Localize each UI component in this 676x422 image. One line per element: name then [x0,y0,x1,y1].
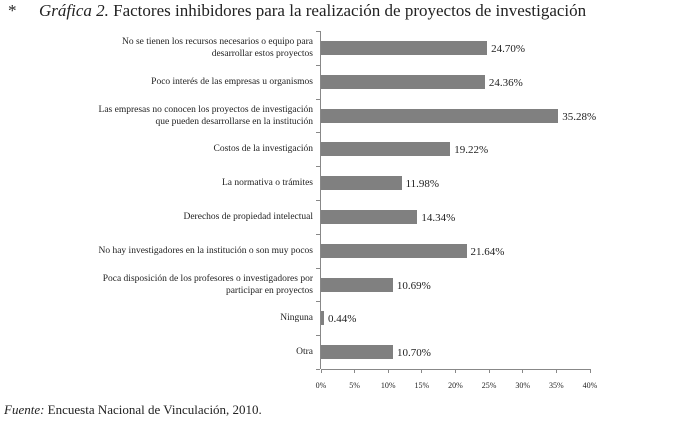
value-label: 0.44% [327,313,357,326]
y-tick [316,335,320,337]
y-tick [316,267,320,269]
x-tick [320,369,322,373]
y-tick-label: No se tienen los recursos necesarios o e… [122,36,313,59]
x-tick [555,369,557,373]
y-tick [316,166,320,168]
bar [321,108,559,123]
y-tick [316,132,320,134]
x-tick [488,369,490,373]
value-label: 10.70% [396,347,431,360]
value-label: 19.22% [454,144,489,157]
x-tick-label: 15% [414,381,430,390]
value-label: 24.36% [488,76,523,89]
source-label: Fuente: [4,402,45,417]
bar [321,345,393,360]
bar [321,40,488,55]
x-tick-label: 0% [315,381,327,390]
x-tick-label: 5% [349,381,360,390]
y-tick [316,301,320,303]
y-tick-label: Ninguna [280,313,313,324]
y-tick-label: La normativa o trámites [221,178,313,189]
y-tick [316,233,320,235]
bar [321,311,324,326]
value-label: 35.28% [562,110,597,123]
y-tick-label: Otra [296,347,313,358]
x-tick [455,369,456,373]
y-tick-label: Poca disposición de los profesores o inv… [102,273,313,296]
y-tick [316,200,320,201]
y-tick-label: Poco interés de las empresas u organismo… [151,76,313,87]
bar [321,176,402,191]
y-tick [316,98,320,100]
title-row: * Gráfica 2. Factores inhibidores para l… [8,1,586,21]
x-tick [354,369,356,373]
bar [321,209,418,224]
title-label: Gráfica 2. [39,1,109,20]
chart-title: Factores inhibidores para la realización… [113,1,587,20]
title-marker: * [8,1,17,20]
x-tick-label: 40% [582,381,598,390]
value-label: 11.98% [405,178,440,191]
x-tick-label: 25% [481,381,497,390]
value-label: 10.69% [396,279,431,292]
y-tick-label: No hay investigadores en la institución … [98,245,313,256]
y-tick [316,64,320,66]
x-tick [387,369,389,373]
y-tick-label: Costos de la investigación [213,144,313,155]
x-tick-label: 20% [448,381,463,390]
source: Encuesta Nacional de Vinculación, 2010. [47,402,262,417]
x-tick-label: 35% [549,381,564,390]
x-tick [421,369,423,373]
bar [321,277,393,292]
value-label: 21.64% [470,245,505,258]
bar [321,142,451,157]
bar [321,243,467,258]
source-row: Fuente: Encuesta Nacional de Vinculación… [4,402,262,418]
x-tick-label: 30% [515,381,531,390]
x-tick-label: 10% [380,381,396,390]
y-tick [316,31,320,32]
y-tick [316,369,320,370]
y-tick-label: Las empresas no conocen los proyectos de… [98,104,313,127]
bar [321,74,485,89]
x-tick [589,369,591,373]
y-tick-label: Derechos de propiedad intelectual [183,211,313,222]
x-tick [522,369,524,373]
value-label: 14.34% [421,211,456,224]
value-label: 24.70% [491,42,526,55]
y-axis [320,31,321,369]
